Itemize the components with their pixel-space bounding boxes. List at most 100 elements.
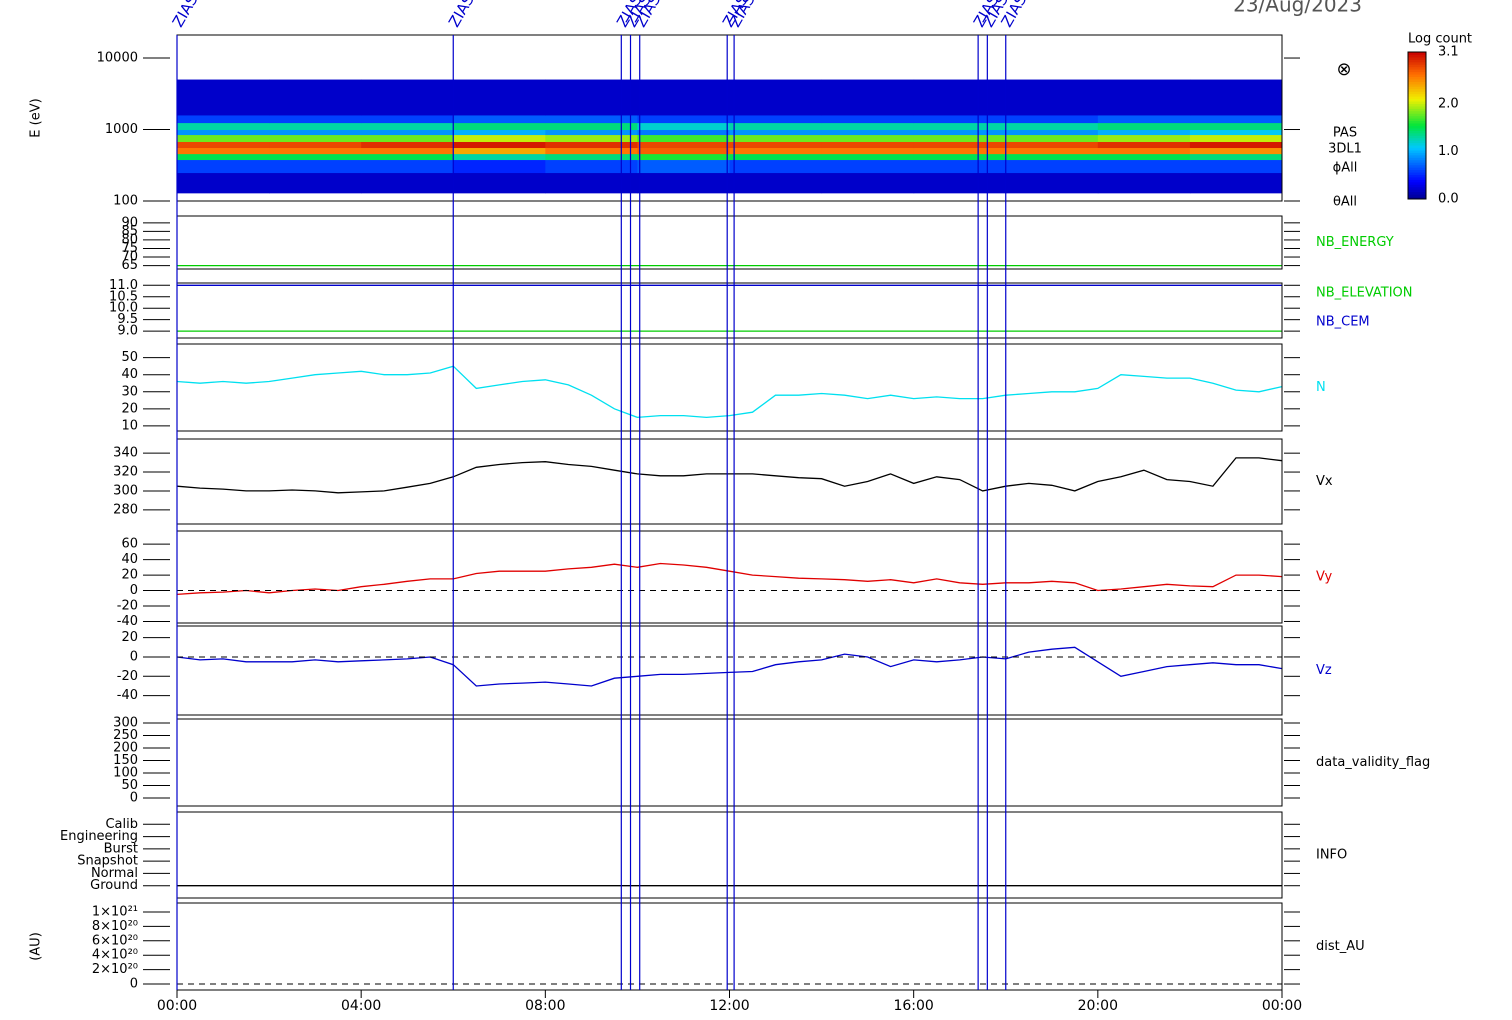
heatmap-cell (1189, 159, 1283, 174)
series-name: NB_CEM (1316, 315, 1370, 330)
x-tick-label: 00:00 (157, 998, 197, 1014)
y-tick-label: 11.0 (109, 278, 138, 293)
heatmap-cell (269, 147, 362, 155)
heatmap-cell (269, 122, 362, 131)
colorbar-step (1408, 71, 1426, 75)
colorbar-step (1408, 61, 1426, 65)
colorbar-step (1408, 103, 1426, 107)
x-tick-label: 00:00 (1262, 998, 1302, 1014)
colorbar-step (1408, 159, 1426, 163)
heatmap-cell (361, 134, 454, 142)
heatmap-cell (1189, 141, 1283, 149)
y-tick-label: 9.5 (117, 312, 138, 327)
y-tick-label: 20 (121, 568, 138, 583)
y-tick-label: 65 (121, 258, 138, 273)
y-tick-label: 4×10²⁰ (92, 948, 138, 963)
panel-frame (176, 343, 1283, 432)
x-tick-label: 04:00 (341, 998, 381, 1014)
y-tick-label: 10.0 (109, 301, 138, 316)
colorbar-step (1408, 74, 1426, 77)
heatmap-cell (1189, 153, 1283, 161)
date-title: 23/Aug/2023 (1233, 0, 1362, 17)
colorbar-step (1408, 150, 1426, 153)
colorbar-step (1408, 56, 1426, 60)
y-tick-label: 150 (113, 753, 138, 768)
colorbar-step (1408, 130, 1426, 134)
colorbar-step (1408, 135, 1426, 139)
heatmap-cell (545, 114, 638, 124)
y-tick-label: 0 (130, 649, 138, 664)
heatmap-cell (821, 134, 915, 142)
heatmap-cell (269, 172, 362, 194)
colorbar-step (1408, 145, 1426, 149)
heatmap-cell (821, 129, 915, 136)
heatmap-cell (637, 159, 730, 174)
panel-frame (176, 530, 1283, 624)
heatmap-cell (637, 129, 730, 136)
heatmap-cell (913, 147, 1007, 155)
heatmap-cell (1189, 79, 1283, 116)
heatmap-cell (1005, 122, 1099, 131)
colorbar-step (1408, 83, 1426, 87)
series-line (176, 562, 1283, 596)
heatmap-cell (913, 134, 1007, 142)
y-tick-label: 40 (121, 552, 138, 567)
colorbar-step (1408, 108, 1426, 112)
heatmap-cell (269, 159, 362, 174)
heatmap-cell (545, 141, 638, 149)
colorbar-tick-label: 1.0 (1438, 144, 1459, 159)
y-tick-label: 300 (113, 716, 138, 731)
spectro-label: θAll (1333, 195, 1357, 210)
heatmap-cell (1097, 79, 1191, 116)
colorbar-step (1408, 147, 1426, 151)
colorbar-step (1408, 189, 1426, 193)
heatmap-cell (545, 172, 638, 194)
heatmap-cell (1189, 172, 1283, 194)
y-tick-label: 30 (121, 384, 138, 399)
heatmap-cell (545, 153, 638, 161)
y-axis-label: E (eV) (29, 98, 44, 137)
panel-frame (176, 718, 1283, 807)
heatmap-cell (269, 129, 362, 136)
colorbar-step (1408, 152, 1426, 156)
y-tick-label: 280 (113, 502, 138, 517)
heatmap-cell (177, 159, 270, 174)
y-tick-label: 60 (121, 537, 138, 552)
colorbar-title: Log count (1408, 32, 1472, 47)
heatmap-cell (361, 159, 454, 174)
colorbar-step (1408, 169, 1426, 173)
heatmap-cell (1005, 159, 1099, 174)
colorbar-step (1408, 118, 1426, 122)
heatmap-cell (1097, 153, 1191, 161)
y-tick-label: 40 (121, 367, 138, 382)
y-tick-label: 1×10²¹ (92, 905, 138, 920)
y-tick-label: Normal (91, 866, 138, 881)
heatmap-cell (729, 114, 823, 124)
y-tick-label: 100 (113, 766, 138, 781)
y-tick-label: 250 (113, 728, 138, 743)
heatmap-cell (361, 141, 454, 149)
heatmap-cell (177, 79, 270, 116)
heatmap-cell (637, 79, 730, 116)
heatmap-cell (1189, 122, 1283, 131)
colorbar-step (1408, 127, 1426, 131)
y-tick-label: Burst (104, 841, 138, 856)
heatmap-cell (637, 114, 730, 124)
colorbar-tick-label: 0.0 (1438, 192, 1459, 207)
colorbar-step (1408, 184, 1426, 188)
heatmap-cell (1005, 134, 1099, 142)
series-name: Vy (1316, 570, 1333, 585)
heatmap-cell (729, 129, 823, 136)
colorbar-step (1408, 194, 1426, 198)
colorbar-step (1408, 140, 1426, 144)
y-tick-label: 6×10²⁰ (92, 933, 138, 948)
heatmap-cell (269, 79, 362, 116)
heatmap-cell (913, 114, 1007, 124)
heatmap-cell (453, 122, 546, 131)
heatmap-cell (729, 134, 823, 142)
y-tick-label: Engineering (60, 829, 138, 844)
heatmap-cell (637, 141, 730, 149)
heatmap-cell (1097, 172, 1191, 194)
heatmap-cell (729, 172, 823, 194)
y-tick-label: 70 (121, 250, 138, 265)
